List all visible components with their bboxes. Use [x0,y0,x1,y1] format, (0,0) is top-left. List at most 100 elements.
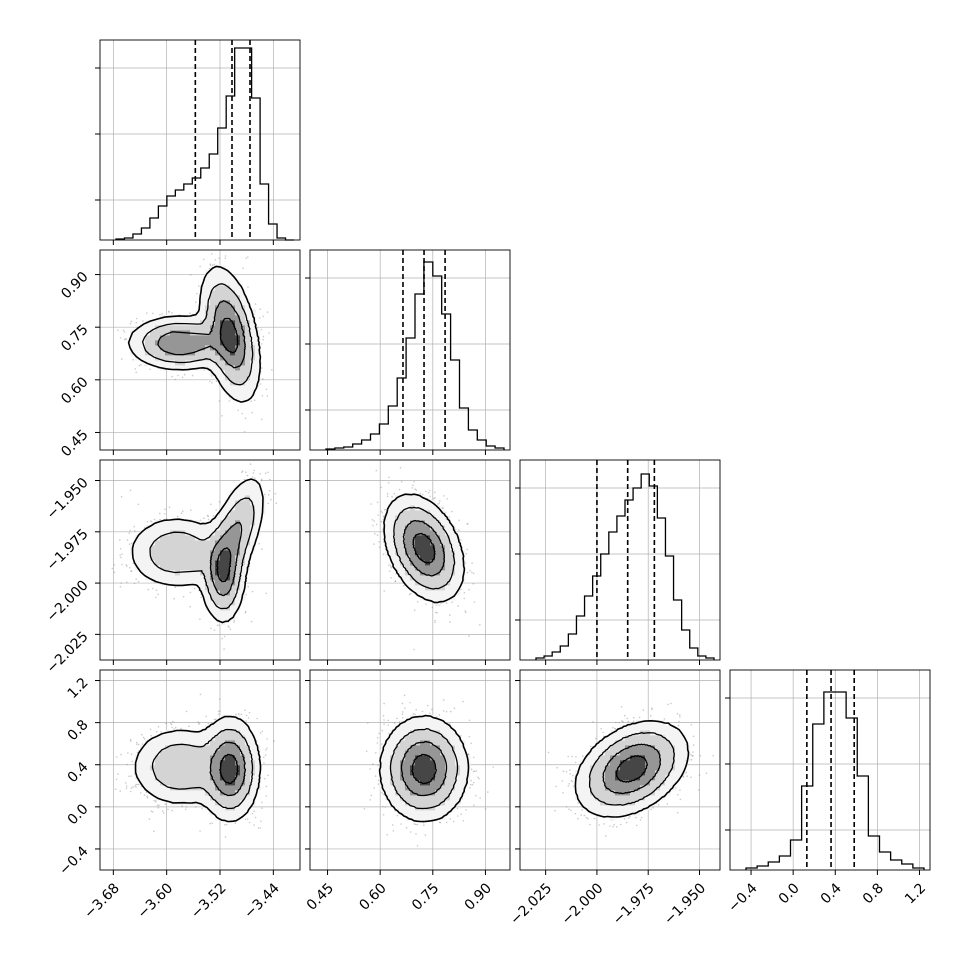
density-cell [225,345,231,351]
density-cell [185,555,191,561]
density-cell [195,345,201,351]
density-cell [220,270,226,276]
density-cell [170,525,176,531]
density-cell [180,355,186,361]
density-cell [225,385,231,391]
density-cell [170,550,176,556]
density-cell [220,345,226,351]
density-cell [195,360,201,366]
density-cell [140,545,146,551]
scatter-panel-0-1 [95,250,300,455]
scatter-point [152,587,154,590]
density-cell [220,585,226,591]
density-cell [210,525,216,531]
density-cell [160,335,166,341]
density-cell [135,345,141,351]
density-cell [235,365,241,371]
density-cell [230,535,236,541]
density-cell [255,515,261,521]
density-cell [180,340,186,346]
density-cell [140,560,146,566]
scatter-point [458,529,460,531]
scatter-point [245,257,247,260]
scatter-point [268,332,271,334]
density-cell [205,530,211,536]
scatter-point [130,320,132,323]
scatter-point [113,571,116,574]
density-cell [190,325,196,331]
scatter-point [119,539,121,541]
density-cell [165,540,171,546]
density-cell [170,540,176,546]
density-cell [150,335,156,341]
density-cell [205,350,211,356]
density-cell [210,320,216,326]
scatter-point [195,301,197,304]
density-cell [245,525,251,531]
density-cell [230,300,236,306]
density-cell [250,375,256,381]
density-cell [155,570,161,576]
scatter-point [150,520,153,523]
density-cell [165,555,171,561]
density-cell [230,370,236,376]
density-cell [200,305,206,311]
density-cell [210,540,216,546]
density-cell [235,330,241,336]
density-cell [170,520,176,526]
density-cell [140,335,146,341]
density-cell [250,390,256,396]
density-cell [185,570,191,576]
density-cell [250,330,256,336]
density-cell [215,340,221,346]
density-cell [205,550,211,556]
scatter-point [129,529,131,532]
density-cell [150,340,156,346]
density-cell [195,530,201,536]
scatter-point [421,493,424,496]
density-cell [220,360,226,366]
density-cell [235,285,241,291]
scatter-point [250,620,253,623]
density-cell [210,365,216,371]
density-cell [225,320,231,326]
density-cell [245,510,251,516]
scatter-point [262,315,264,318]
scatter-point [275,502,278,505]
density-cell [180,335,186,341]
density-cell [150,360,156,366]
density-cell [165,340,171,346]
density-cell [220,275,226,281]
density-cell [245,340,251,346]
histogram-panel-3 [725,670,930,875]
density-cell [200,315,206,321]
density-cell [250,370,256,376]
scatter-point [258,542,260,545]
density-cell [190,565,196,571]
density-cell [145,560,151,566]
scatter-point [261,367,263,369]
density-cell [195,545,201,551]
density-cell [215,375,221,381]
scatter-point [262,338,264,341]
density-cell [180,315,186,321]
density-cell [170,575,176,581]
density-cell [240,490,246,496]
density-cell [255,510,261,516]
scatter-point [224,255,227,257]
density-cell [215,275,221,281]
density-cell [225,595,231,601]
scatter-point [128,532,131,534]
scatter-point [242,267,244,270]
density-cell [245,330,251,336]
scatter-point [128,543,131,545]
density-cell [240,290,246,296]
scatter-point [434,619,437,622]
density-cell [195,540,201,546]
density-cell [220,380,226,386]
scatter-point [121,563,123,566]
density-cell [195,335,201,341]
density-cell [185,560,191,566]
density-cell [230,500,236,506]
scatter-point [183,373,186,376]
